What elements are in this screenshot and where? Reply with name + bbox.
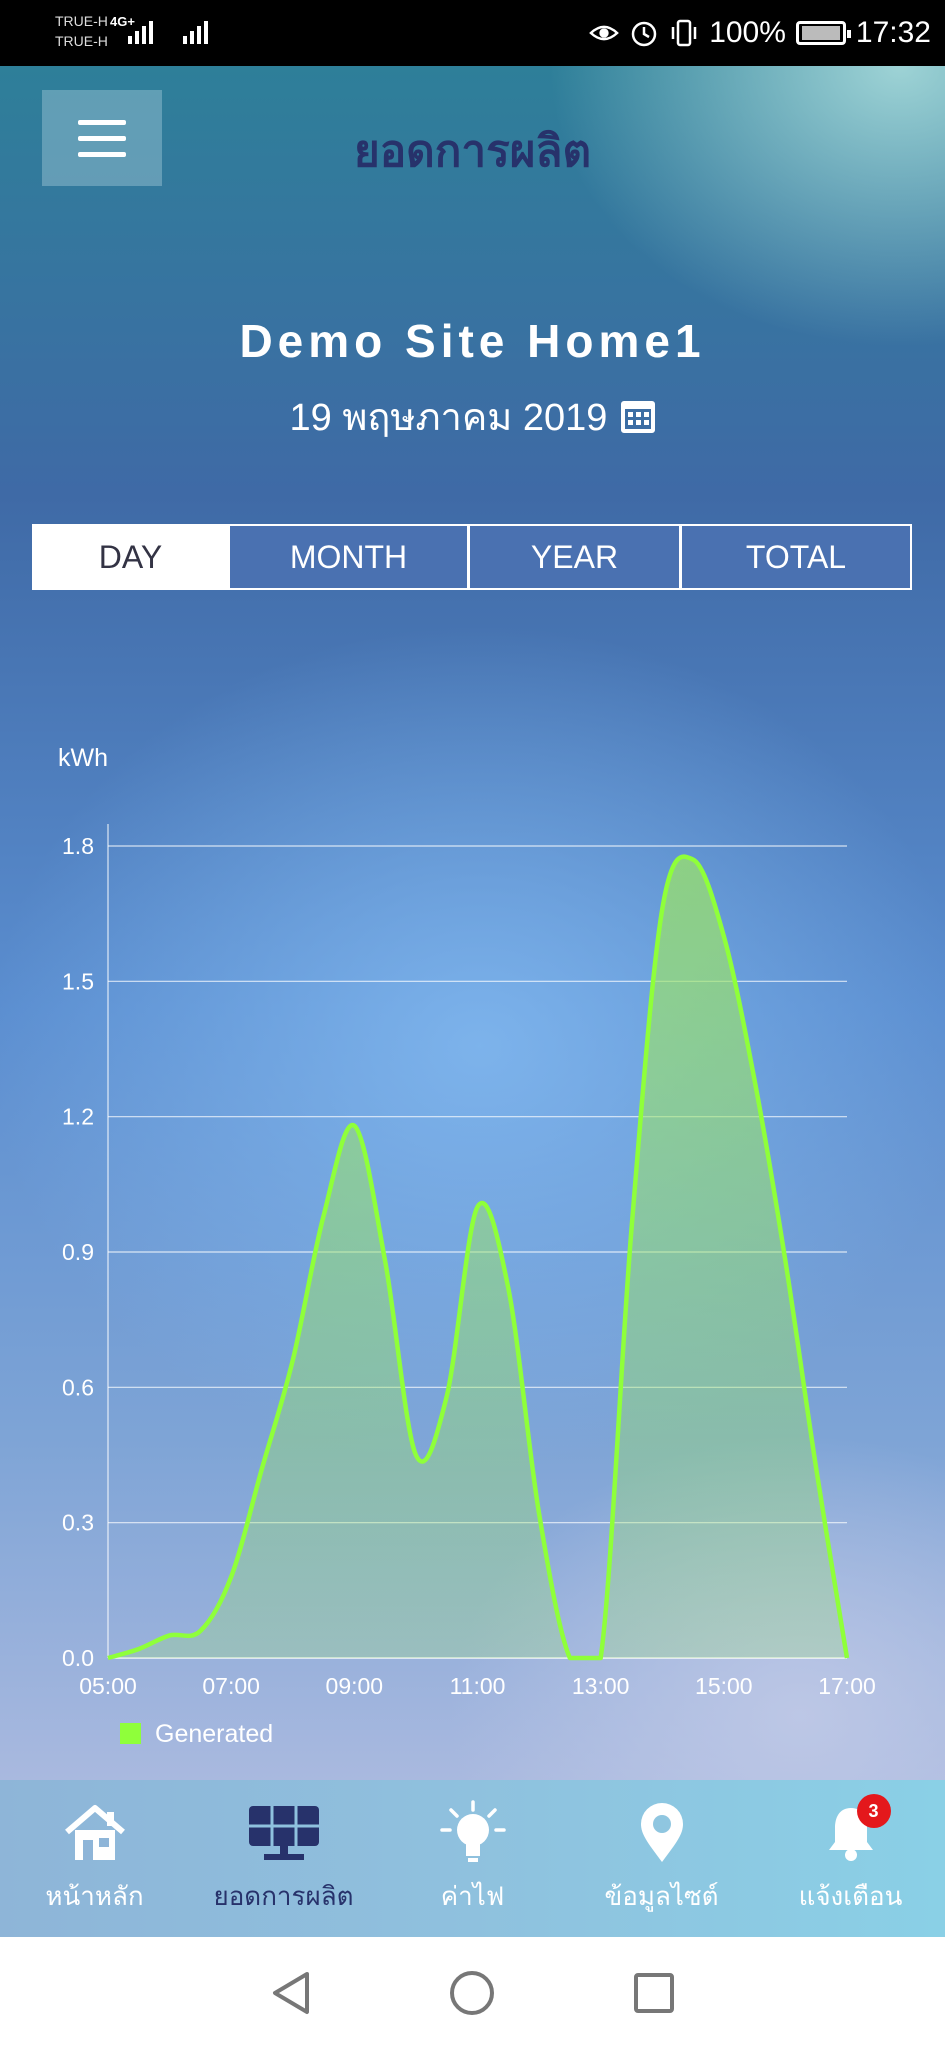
light-bulb-icon — [433, 1798, 513, 1868]
legend-swatch — [120, 1723, 141, 1744]
x-tick-label: 15:00 — [695, 1673, 753, 1699]
x-tick-label: 13:00 — [572, 1673, 630, 1699]
nav-production[interactable]: ยอดการผลิต — [189, 1780, 378, 1937]
y-tick-label: 0.0 — [62, 1645, 94, 1671]
battery-icon — [795, 21, 851, 45]
bell-icon: 3 — [811, 1794, 891, 1868]
nav-notifications-label: แจ้งเตือน — [798, 1881, 903, 1911]
production-chart: kWh 0.0 0.3 0.6 0.9 1.2 1.5 1.8 05:00 07:00 09:00 1… — [0, 726, 945, 1776]
y-tick-label: 1.2 — [62, 1104, 94, 1130]
tab-total[interactable]: TOTAL — [682, 526, 910, 588]
series-area-generated — [108, 856, 847, 1658]
alarm-icon — [629, 18, 659, 48]
nav-production-label: ยอดการผลิต — [213, 1881, 354, 1911]
signal-icon — [128, 21, 153, 44]
battery-percent: 100% — [709, 16, 786, 49]
y-axis-unit: kWh — [58, 744, 108, 772]
eye-icon — [589, 18, 620, 48]
y-tick-label: 0.6 — [62, 1374, 94, 1400]
recents-square-icon — [634, 1972, 675, 2013]
x-tick-label: 09:00 — [326, 1673, 384, 1699]
home-circle-icon — [450, 1970, 495, 2015]
network-type: 4G+ — [110, 14, 135, 29]
notification-badge: 3 — [856, 1794, 891, 1828]
tab-day[interactable]: DAY — [34, 526, 230, 588]
home-button[interactable] — [437, 1958, 507, 2028]
selected-date[interactable]: 19 พฤษภาคม 2019 — [289, 397, 608, 439]
legend-label: Generated — [155, 1720, 273, 1748]
nav-home[interactable]: หน้าหลัก — [0, 1780, 189, 1937]
status-right: 100% 17:32 — [589, 0, 931, 66]
carrier-2: TRUE-H — [55, 33, 108, 49]
y-tick-label: 0.3 — [62, 1510, 94, 1536]
nav-notifications[interactable]: 3 แจ้งเตือน — [756, 1780, 945, 1937]
nav-home-label: หน้าหลัก — [45, 1881, 144, 1911]
chart-svg: kWh 0.0 0.3 0.6 0.9 1.2 1.5 1.8 05:00 07:00 09:00 1… — [58, 744, 876, 1748]
page-title: ยอดการผลิต — [353, 127, 592, 176]
y-tick-label: 1.8 — [62, 833, 94, 859]
status-bar: TRUE-H TRUE-H 4G+ 100% 17:32 — [0, 0, 945, 66]
back-triangle-icon — [272, 1971, 309, 2014]
x-tick-label: 17:00 — [818, 1673, 876, 1699]
series-line-generated — [107, 854, 850, 1661]
x-tick-label: 07:00 — [202, 1673, 260, 1699]
home-icon — [55, 1798, 135, 1868]
vibrate-icon — [669, 18, 699, 48]
nav-electricity[interactable]: ค่าไฟ — [378, 1780, 567, 1937]
date-row[interactable]: 19 พฤษภาคม 2019 — [0, 386, 945, 447]
app-screen: ยอดการผลิต Demo Site Home1 19 พฤษภาคม 20… — [0, 66, 945, 1780]
carrier-labels: TRUE-H TRUE-H — [55, 11, 108, 51]
calendar-icon[interactable] — [621, 400, 656, 433]
y-tick-label: 0.9 — [62, 1239, 94, 1265]
nav-site-info-label: ข้อมูลไซต์ — [604, 1881, 719, 1911]
nav-electricity-label: ค่าไฟ — [440, 1881, 505, 1911]
period-tabs: DAY MONTH YEAR TOTAL — [32, 524, 912, 590]
x-tick-label: 05:00 — [79, 1673, 137, 1699]
carrier-1: TRUE-H — [55, 13, 108, 29]
recents-button[interactable] — [619, 1958, 689, 2028]
bottom-nav: หน้าหลัก ยอดการผลิต ค่าไฟ ข้อมูลไซต์ 3 แ… — [0, 1780, 945, 1937]
nav-site-info[interactable]: ข้อมูลไซต์ — [567, 1780, 756, 1937]
site-name: Demo Site Home1 — [239, 315, 706, 367]
hamburger-icon — [78, 119, 126, 125]
clock: 17:32 — [855, 16, 931, 49]
tab-month[interactable]: MONTH — [230, 526, 470, 588]
back-button[interactable] — [256, 1958, 326, 2028]
menu-button[interactable] — [42, 90, 162, 186]
tab-year[interactable]: YEAR — [470, 526, 682, 588]
signal-icon-2 — [183, 21, 208, 44]
system-nav-bar — [0, 1937, 945, 2048]
solar-panel-icon — [244, 1798, 324, 1868]
location-pin-icon — [622, 1798, 702, 1868]
y-tick-label: 1.5 — [62, 968, 94, 994]
x-tick-label: 11:00 — [450, 1673, 506, 1699]
